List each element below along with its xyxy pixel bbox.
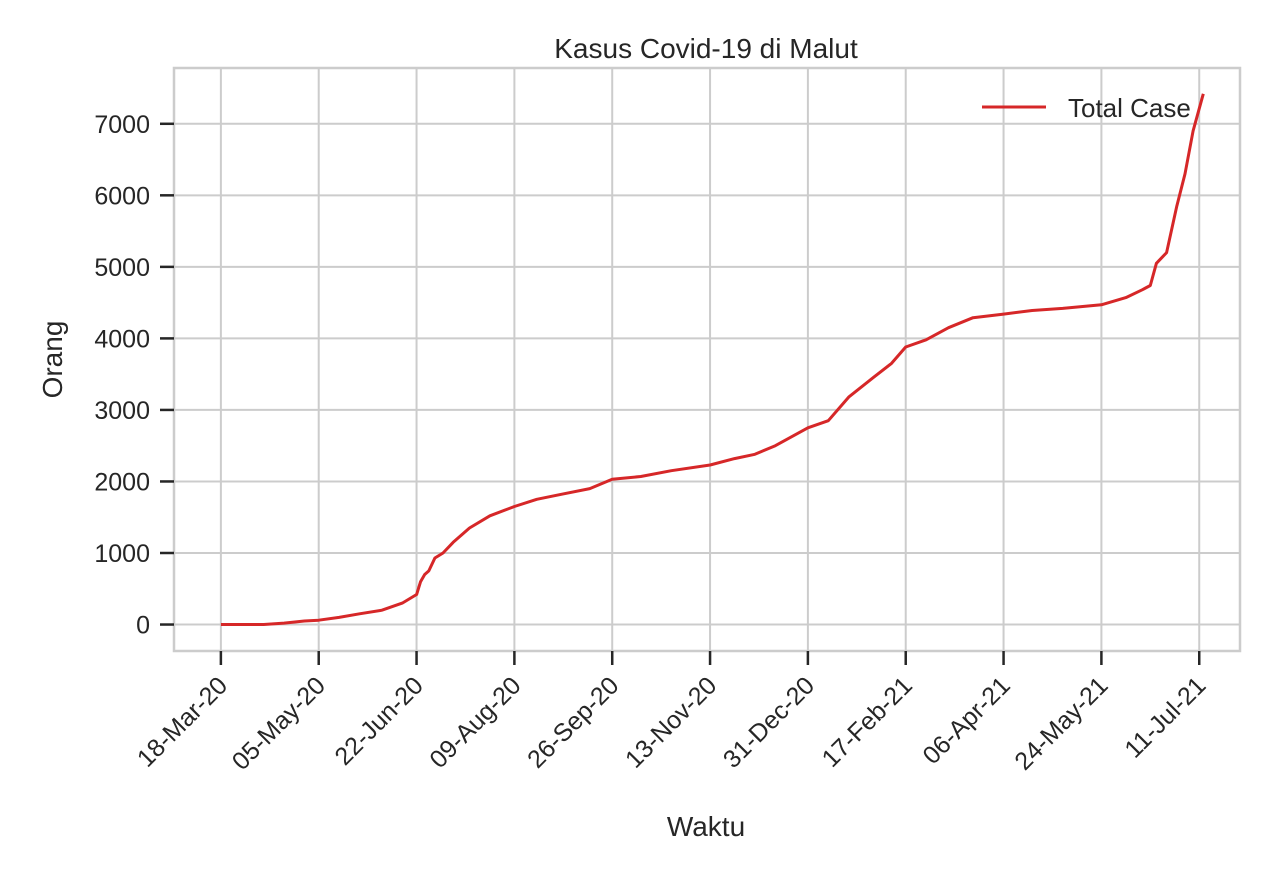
y-axis-ticks: 0 1000 2000 3000 4000 5000 6000 7000 — [94, 111, 174, 640]
x-tick-label: 13-Nov-20 — [620, 671, 722, 773]
x-tick-label: 11-Jul-21 — [1119, 671, 1211, 763]
x-tick-label: 05-May-20 — [227, 671, 331, 775]
y-tick-label: 0 — [136, 612, 150, 640]
y-tick-label: 5000 — [94, 254, 150, 282]
x-tick-label: 26-Sep-20 — [522, 671, 624, 773]
plot-frame — [172, 66, 1242, 653]
legend: Total Case — [982, 93, 1191, 123]
x-axis-ticks: 18-Mar-2005-May-2022-Jun-2009-Aug-2026-S… — [132, 651, 1211, 776]
y-tick-label: 6000 — [94, 182, 150, 210]
x-tick-label: 31-Dec-20 — [718, 671, 820, 773]
x-tick-label: 06-Apr-21 — [917, 671, 1015, 769]
x-tick-label: 22-Jun-20 — [329, 671, 428, 770]
chart-title: Kasus Covid-19 di Malut — [554, 33, 858, 64]
x-tick-label: 09-Aug-20 — [424, 671, 526, 773]
series-line-total-case — [220, 93, 1205, 626]
legend-label-total-case: Total Case — [1068, 93, 1191, 123]
x-axis-label: Waktu — [667, 811, 745, 842]
y-tick-label: 4000 — [94, 325, 150, 353]
y-tick-label: 1000 — [94, 540, 150, 568]
y-axis-label: Orang — [37, 321, 68, 399]
y-tick-label: 7000 — [94, 111, 150, 139]
x-tick-label: 17-Feb-21 — [817, 671, 918, 772]
grid-lines — [174, 68, 1240, 651]
y-tick-label: 2000 — [94, 468, 150, 496]
y-tick-label: 3000 — [94, 397, 150, 425]
x-tick-label: 18-Mar-20 — [132, 671, 233, 772]
x-tick-label: 24-May-21 — [1009, 671, 1113, 775]
